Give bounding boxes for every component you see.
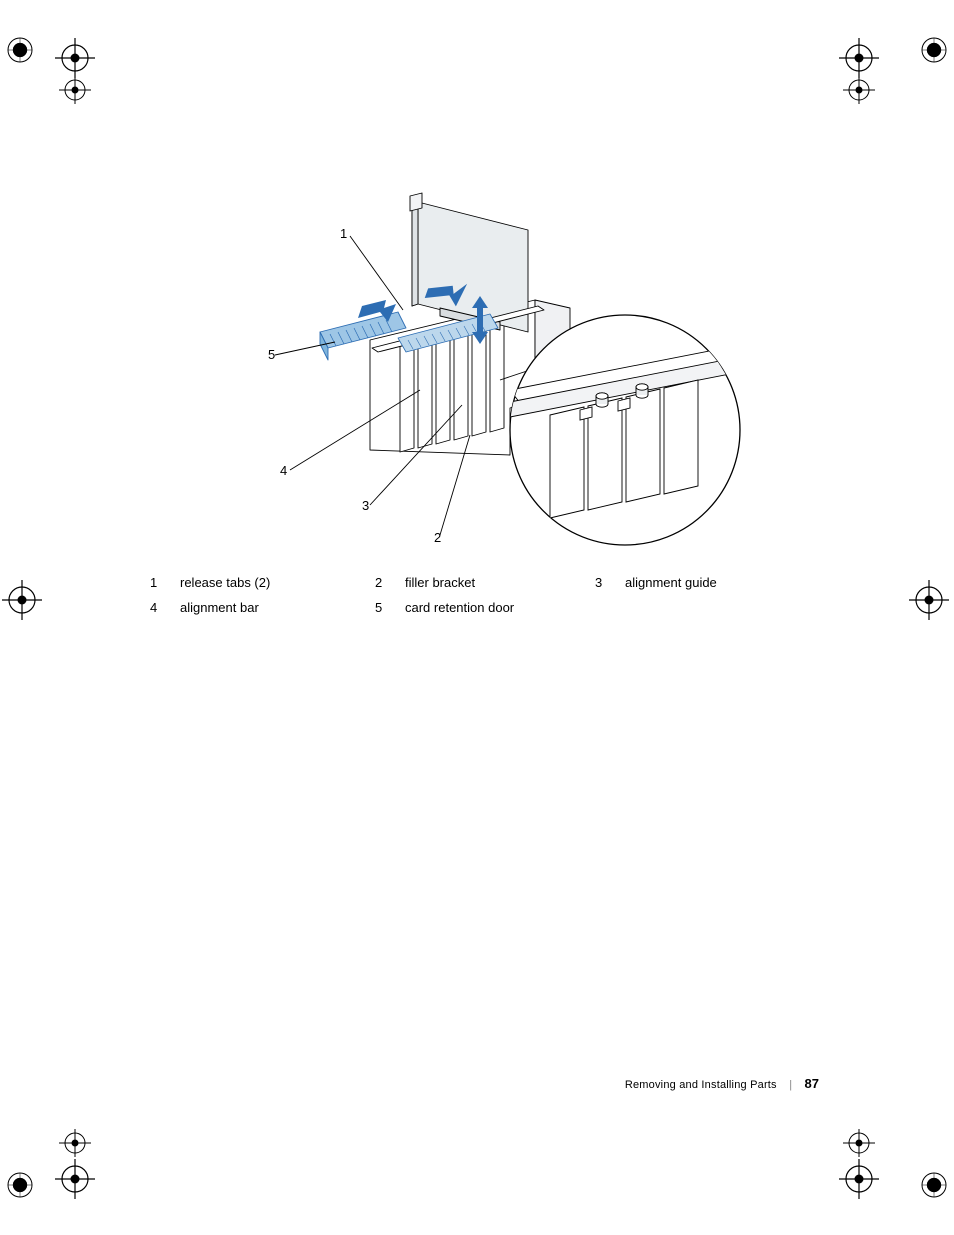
legend-num: 4 (150, 600, 180, 615)
cropmark-bl (0, 1127, 120, 1207)
footer-title: Removing and Installing Parts (625, 1079, 777, 1091)
legend-num: 2 (375, 575, 405, 590)
parts-legend: 1 release tabs (2) 2 filler bracket 3 al… (150, 575, 810, 625)
callout-4: 4 (280, 463, 287, 478)
legend-row: 4 alignment bar 5 card retention door (150, 600, 810, 615)
legend-label: card retention door (405, 600, 514, 615)
legend-row: 1 release tabs (2) 2 filler bracket 3 al… (150, 575, 810, 590)
cropmark-tr (834, 28, 954, 108)
legend-num: 3 (595, 575, 625, 590)
callout-2: 2 (434, 530, 441, 545)
callout-3: 3 (362, 498, 369, 513)
legend-label: filler bracket (405, 575, 475, 590)
footer-separator: | (781, 1079, 800, 1091)
footer-page-number: 87 (805, 1076, 819, 1091)
legend-num: 1 (150, 575, 180, 590)
parts-diagram: 1 5 4 3 2 (140, 190, 820, 560)
cropmark-br (834, 1127, 954, 1207)
legend-label: alignment bar (180, 600, 259, 615)
cropmark-mr (899, 580, 954, 620)
legend-label: release tabs (2) (180, 575, 270, 590)
cropmark-ml (0, 580, 55, 620)
legend-label: alignment guide (625, 575, 717, 590)
legend-num: 5 (375, 600, 405, 615)
page-footer: Removing and Installing Parts | 87 (0, 1075, 954, 1093)
cropmark-tl (0, 28, 120, 108)
callout-1: 1 (340, 226, 347, 241)
callout-5: 5 (268, 347, 275, 362)
